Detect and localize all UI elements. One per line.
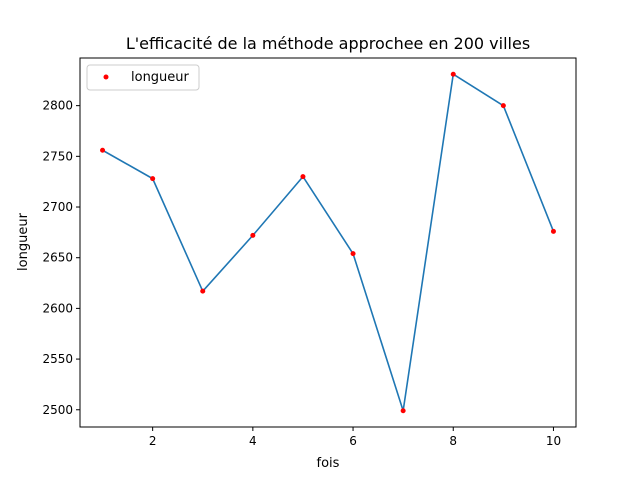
plot-area: 2 4 6 8 10 2500 2550 2600 2650 2700 2750 2800 [42, 57, 577, 448]
data-point [150, 176, 156, 182]
y-tick-label: 2650 [42, 251, 73, 265]
data-point [350, 251, 356, 257]
y-tick-label: 2500 [42, 403, 73, 417]
series-line [102, 73, 555, 412]
x-tick-label: 4 [249, 434, 257, 448]
data-point [200, 288, 206, 294]
legend-box [86, 64, 200, 91]
y-tick-label: 2700 [42, 200, 73, 214]
legend-label: longueur [131, 70, 190, 85]
y-axis-label: longueur [16, 212, 31, 271]
series-layer [100, 71, 556, 414]
data-point [450, 71, 456, 77]
data-point [250, 232, 256, 238]
x-tick-label: 10 [546, 434, 561, 448]
y-axis-ticks: 2500 2550 2600 2650 2700 2750 2800 [42, 99, 80, 417]
data-point [100, 147, 106, 153]
x-tick-label: 8 [449, 434, 457, 448]
x-tick-label: 2 [149, 434, 157, 448]
x-axis-label: fois [317, 456, 340, 471]
y-tick-label: 2600 [42, 301, 73, 315]
x-axis-ticks: 2 4 6 8 10 [149, 427, 561, 448]
data-point [300, 174, 306, 180]
data-point [400, 408, 406, 414]
y-tick-label: 2750 [42, 149, 73, 163]
data-point [550, 228, 556, 234]
axes-frame [79, 57, 577, 428]
x-tick-label: 6 [349, 434, 357, 448]
data-point [500, 103, 506, 109]
y-tick-label: 2800 [42, 99, 73, 113]
legend: longueur [86, 64, 200, 91]
legend-marker [103, 74, 109, 80]
y-tick-label: 2550 [42, 352, 73, 366]
chart-title: L'efficacité de la méthode approchee en … [126, 34, 530, 53]
